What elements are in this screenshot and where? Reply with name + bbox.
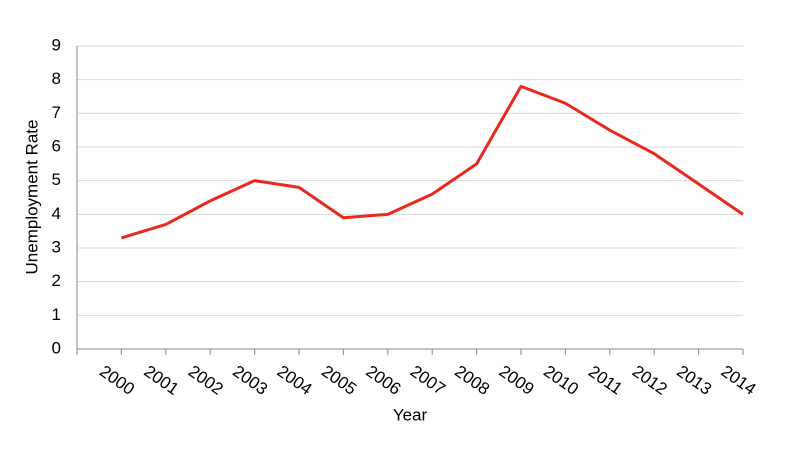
y-tick-label: 2 xyxy=(52,271,61,290)
x-tick-label: 2003 xyxy=(229,362,271,399)
y-tick-label: 4 xyxy=(52,204,61,223)
y-tick-label: 1 xyxy=(52,305,61,324)
line-series xyxy=(120,84,744,240)
x-tick-label: 2007 xyxy=(407,362,449,399)
x-tick-label: 2009 xyxy=(496,362,538,399)
x-tick-label: 2011 xyxy=(585,362,626,399)
x-tick-label: 2000 xyxy=(96,362,138,399)
y-tick-label: 6 xyxy=(52,136,61,155)
y-tick-label: 5 xyxy=(52,170,61,189)
x-tick-label: 2014 xyxy=(718,362,760,399)
x-tick-label: 2001 xyxy=(140,362,182,399)
x-tick-label: 2013 xyxy=(673,362,715,399)
y-tick-label: 9 xyxy=(52,35,61,54)
x-tick-label: 2002 xyxy=(185,362,227,399)
x-tick-label: 2012 xyxy=(629,362,671,399)
x-tick-label: 2008 xyxy=(451,362,493,399)
x-tick-label: 2010 xyxy=(540,362,582,399)
y-tick-label: 0 xyxy=(52,338,61,357)
x-tick-label: 2004 xyxy=(274,362,316,399)
x-axis-label: Year xyxy=(393,405,428,424)
y-axis-label: Unemployment Rate xyxy=(22,120,41,275)
x-tick-label: 2005 xyxy=(318,362,360,399)
y-tick-label: 7 xyxy=(52,103,61,122)
y-tick-label: 3 xyxy=(52,237,61,256)
x-tick-label: 2006 xyxy=(362,362,404,399)
y-tick-label: 8 xyxy=(52,69,61,88)
